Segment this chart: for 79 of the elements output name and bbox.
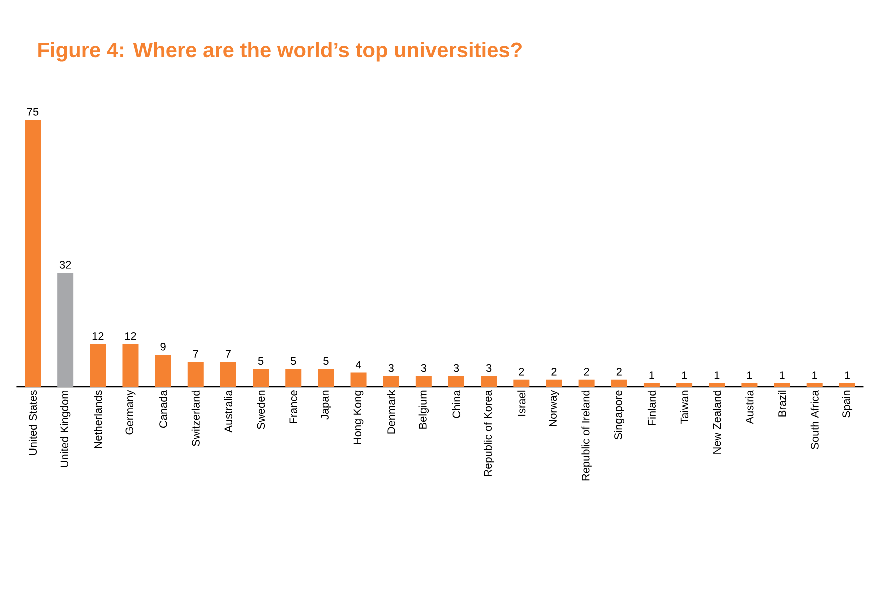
x-tick-label: Israel (518, 390, 526, 416)
x-tick-label: Japan (321, 390, 332, 420)
x-tick-label: Republic of Ireland (582, 390, 592, 481)
data-label: 2 (519, 368, 524, 376)
bar (383, 376, 400, 388)
x-tick-label: Austria (746, 390, 754, 424)
bar (481, 376, 498, 388)
x-tick-label: Hong Kong (354, 390, 364, 444)
bar (546, 380, 562, 388)
data-label: 1 (650, 372, 654, 380)
bar (188, 362, 204, 388)
bar (514, 380, 530, 388)
bar (806, 383, 823, 388)
bar (318, 369, 334, 388)
bar (839, 383, 856, 388)
data-label: 5 (291, 357, 296, 366)
data-label: 7 (193, 350, 198, 358)
data-label: 3 (421, 364, 426, 372)
data-label: 75 (27, 108, 39, 116)
data-label: 4 (356, 361, 362, 369)
x-tick-label: France (290, 390, 298, 424)
bar (25, 120, 41, 388)
bar (58, 273, 74, 388)
bar (286, 369, 302, 388)
data-label: 12 (125, 332, 136, 340)
bar (90, 344, 106, 388)
bar (774, 383, 790, 388)
data-label: 3 (454, 364, 460, 372)
data-label: 3 (388, 364, 394, 372)
chart-title: Figure 4: Where are the world’s top universities? (38, 42, 522, 62)
data-label: 32 (60, 261, 72, 269)
x-tick-label: United Kingdom (60, 390, 71, 468)
bar (155, 354, 172, 388)
bar (676, 383, 693, 388)
bar (611, 380, 628, 388)
bar (742, 383, 758, 388)
x-tick-label: South Africa (810, 390, 819, 450)
data-label: 12 (92, 332, 104, 340)
bar (416, 376, 432, 388)
x-tick-label: Switzerland (192, 390, 200, 446)
x-tick-label: China (452, 390, 461, 418)
bar (578, 380, 595, 388)
x-tick-label: Canada (159, 390, 168, 428)
data-label: 5 (324, 357, 329, 366)
x-tick-label: Australia (224, 390, 232, 433)
data-label: 1 (780, 372, 785, 380)
x-tick-label: Belgium (418, 390, 430, 429)
data-label: 1 (747, 372, 752, 380)
x-tick-label: Sweden (257, 390, 266, 430)
x-tick-label: Norway (549, 390, 560, 426)
data-label: 2 (552, 368, 557, 376)
x-tick-label: Denmark (387, 390, 396, 434)
x-tick-label: Germany (126, 390, 136, 435)
bar (448, 376, 465, 388)
x-tick-label: Netherlands (94, 390, 102, 448)
x-tick-label: Spain (842, 390, 853, 418)
data-label: 9 (160, 343, 166, 351)
data-label: 1 (714, 372, 720, 380)
x-tick-label: Republic of Korea (484, 390, 494, 476)
data-label: 3 (486, 364, 492, 372)
data-label: 2 (616, 368, 622, 376)
data-label: 1 (812, 372, 818, 380)
x-tick-label: New Zealand (713, 390, 722, 454)
data-label: 7 (226, 350, 231, 358)
bar (220, 362, 236, 388)
x-tick-label: Brazil (778, 390, 786, 417)
x-tick-label: Taiwan (680, 390, 689, 424)
bar (350, 372, 367, 388)
data-label: 2 (584, 368, 590, 376)
bar (709, 383, 726, 388)
data-label: 1 (845, 372, 850, 380)
x-tick-label: Singapore (614, 390, 624, 440)
data-label: 5 (258, 357, 264, 366)
bar (122, 344, 139, 388)
bar (644, 383, 660, 388)
data-label: 1 (682, 372, 688, 380)
x-tick-label: Finland (648, 390, 656, 426)
bar (253, 369, 270, 388)
x-tick-label: United States (28, 390, 38, 456)
